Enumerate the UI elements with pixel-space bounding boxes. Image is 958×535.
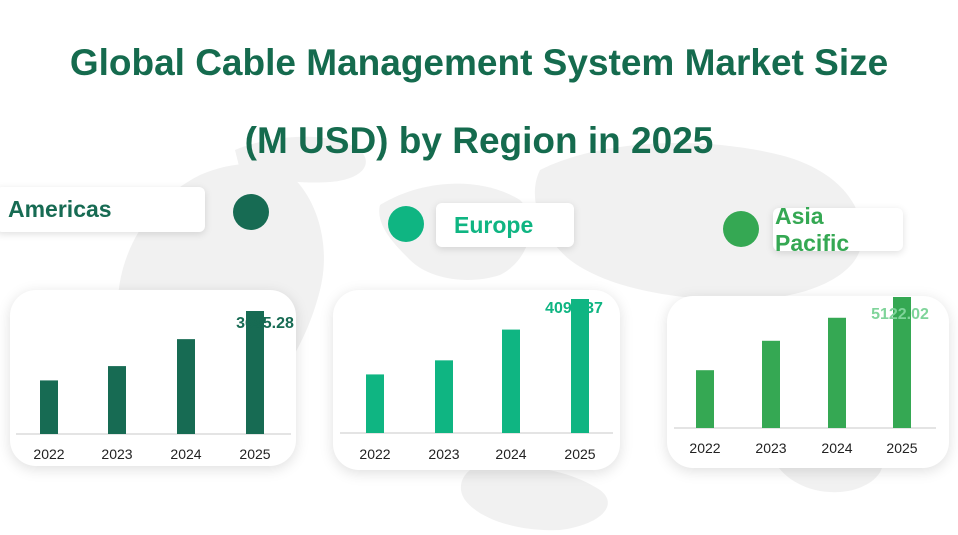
x-tick-label: 2023: [428, 446, 459, 462]
region-label-americas-text: Americas: [8, 196, 112, 222]
bar-europe-2022: [366, 374, 384, 433]
bar-europe-2024: [502, 329, 520, 433]
bar-asia_pacific-2023: [762, 340, 780, 428]
x-tick-label: 2025: [239, 446, 270, 462]
bar-europe-2023: [435, 360, 453, 433]
region-dot-asia-pacific: [723, 211, 759, 247]
region-label-europe: Europe: [436, 203, 574, 247]
page-subtitle: (M USD) by Region in 2025: [244, 120, 714, 161]
x-tick-label: 2025: [564, 446, 595, 462]
x-tick-label: 2023: [755, 440, 786, 456]
bar-europe-2025: [571, 299, 589, 433]
x-tick-label: 2022: [359, 446, 390, 462]
x-tick-label: 2025: [886, 440, 917, 456]
bar-asia_pacific-2022: [696, 370, 714, 428]
bar-chart-asia-pacific: 2022 2023 2024 2025 5122.02: [674, 297, 936, 456]
bar-americas-2022: [40, 380, 58, 434]
bar-chart-europe: 2022 2023 2024 2025 4094.37: [340, 299, 613, 462]
x-tick-label: 2022: [33, 446, 64, 462]
bar-americas-2025: [246, 311, 264, 434]
data-label-europe-2025: 4094.37: [545, 300, 603, 317]
page-title: Global Cable Management System Market Si…: [69, 42, 889, 83]
region-label-americas: Americas: [0, 187, 205, 232]
bar-americas-2024: [177, 339, 195, 434]
region-dot-europe: [388, 206, 424, 242]
bar-chart-americas: 2022 2023 2024 2025 3695.28: [16, 311, 294, 462]
region-dot-americas: [233, 194, 269, 230]
bar-asia_pacific-2024: [828, 317, 846, 428]
region-label-europe-text: Europe: [454, 211, 534, 238]
region-label-asia-pacific-text: Asia Pacific: [775, 202, 850, 256]
x-tick-label: 2024: [495, 446, 526, 462]
data-label-asia_pacific-2025: 5122.02: [871, 306, 929, 323]
bar-asia_pacific-2025: [893, 297, 911, 428]
x-tick-label: 2024: [170, 446, 201, 462]
bar-americas-2023: [108, 366, 126, 434]
x-tick-label: 2023: [101, 446, 132, 462]
data-label-americas-2025: 3695.28: [236, 315, 294, 332]
x-tick-label: 2024: [821, 440, 852, 456]
x-tick-label: 2022: [689, 440, 720, 456]
region-label-asia-pacific: Asia Pacific: [773, 203, 903, 256]
